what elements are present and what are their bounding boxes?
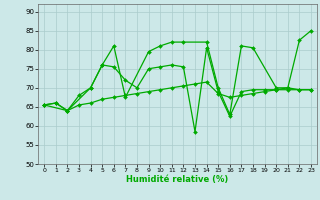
X-axis label: Humidité relative (%): Humidité relative (%) (126, 175, 229, 184)
